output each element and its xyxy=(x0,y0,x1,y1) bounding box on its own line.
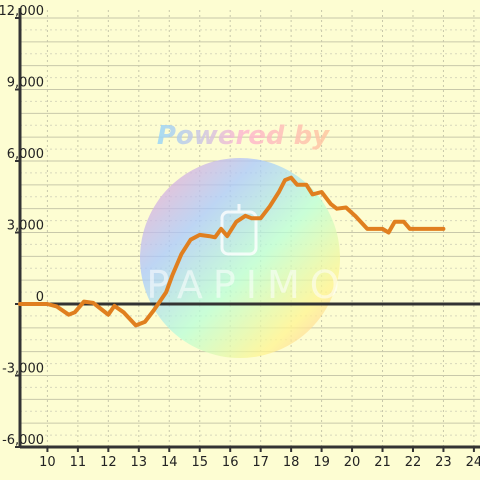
x-tick-label: 11 xyxy=(70,455,87,470)
watermark-disc xyxy=(140,158,340,358)
y-tick-label: 0 xyxy=(36,290,44,305)
series-line xyxy=(18,175,446,328)
x-tick-label: 24 xyxy=(466,455,480,470)
y-tick-label: 6,000 xyxy=(7,147,44,162)
tick-labels: 12,000 9,000 6,000 3,000 0 -3,000 -6,000 10 11 12… xyxy=(0,4,480,470)
series-layer xyxy=(18,175,446,328)
x-tick-label: 18 xyxy=(283,455,300,470)
watermark-powered-by: Powered by xyxy=(157,121,330,151)
y-tick-label: -3,000 xyxy=(2,362,44,377)
x-tick-label: 21 xyxy=(374,455,391,470)
x-tick-label: 23 xyxy=(435,455,452,470)
x-tick-label: 22 xyxy=(405,455,422,470)
y-tick-label: 3,000 xyxy=(7,219,44,234)
x-tick-label: 15 xyxy=(191,455,208,470)
x-tick-label: 20 xyxy=(344,455,361,470)
x-tick-label: 19 xyxy=(313,455,330,470)
watermark-logo-icon xyxy=(220,204,258,256)
x-tick-label: 13 xyxy=(131,455,148,470)
x-tick-label: 12 xyxy=(100,455,117,470)
y-tick-label: -6,000 xyxy=(2,433,44,448)
papimo-watermark: Powered by PAPIMO xyxy=(140,121,349,358)
watermark-brand: PAPIMO xyxy=(146,263,349,307)
x-tick-label: 10 xyxy=(39,455,56,470)
x-tick-label: 14 xyxy=(161,455,178,470)
y-tick-label: 9,000 xyxy=(7,76,44,91)
x-tick-label: 16 xyxy=(222,455,239,470)
y-tick-label: 12,000 xyxy=(0,4,44,19)
x-tick-label: 17 xyxy=(252,455,269,470)
